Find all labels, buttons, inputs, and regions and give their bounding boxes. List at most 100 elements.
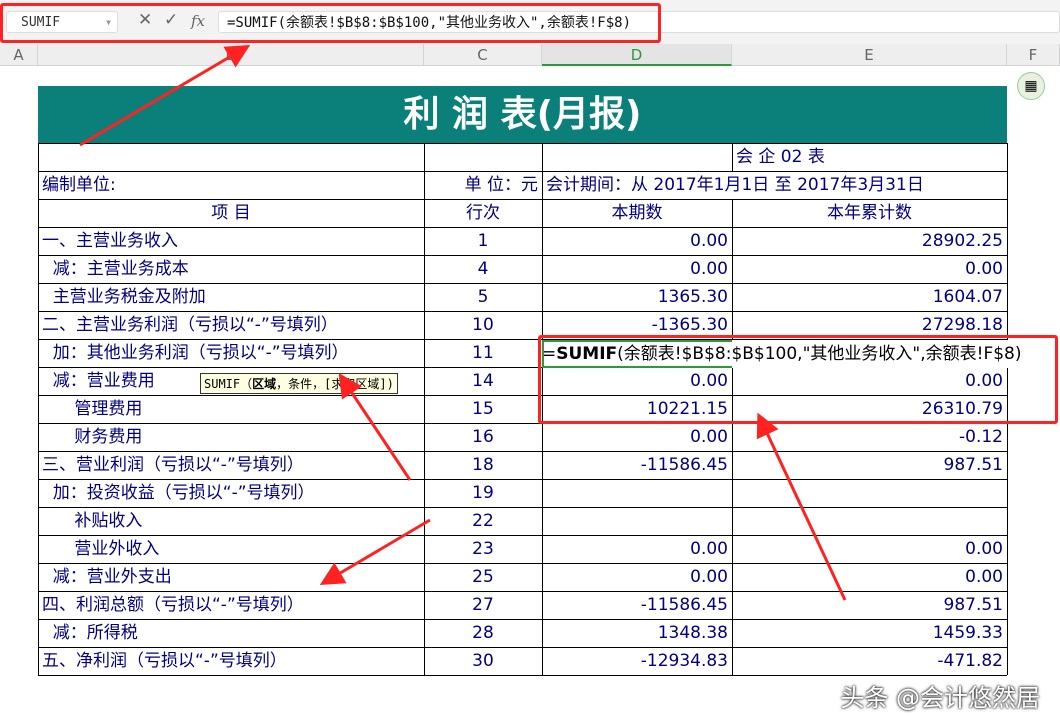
row-line[interactable]: 11: [472, 343, 494, 363]
arrow-to-row-11: [338, 373, 412, 481]
row-item[interactable]: 二、主营业务利润（亏损以“-”号填列）: [42, 315, 338, 335]
row-item[interactable]: 四、利润总额（亏损以“-”号填列）: [42, 595, 304, 615]
row-ytd[interactable]: 987.51: [943, 455, 1003, 475]
row-line[interactable]: 10: [472, 315, 494, 335]
row-current[interactable]: -11586.45: [640, 455, 728, 475]
gridline: [38, 451, 1007, 452]
gridline: [424, 143, 425, 675]
row-line[interactable]: 18: [472, 455, 494, 475]
gridline: [1007, 143, 1008, 675]
row-current[interactable]: -1365.30: [651, 315, 728, 335]
row-line[interactable]: 1: [477, 231, 489, 251]
eq: =: [542, 344, 557, 364]
row-current[interactable]: -12934.83: [640, 651, 728, 671]
gridline: [38, 563, 1007, 564]
row-ytd[interactable]: 28902.25: [921, 231, 1003, 251]
row-ytd[interactable]: 0.00: [965, 259, 1003, 279]
form-number[interactable]: 会 企 02 表: [736, 147, 825, 167]
row-line[interactable]: 23: [472, 539, 494, 559]
row-current[interactable]: 0.00: [690, 567, 728, 587]
row-line[interactable]: 14: [472, 371, 494, 391]
col-header-d[interactable]: D: [542, 44, 732, 66]
fx-icon[interactable]: fx: [191, 12, 206, 30]
row-ytd[interactable]: -471.82: [937, 651, 1003, 671]
smart-tag-icon[interactable]: ▦: [1017, 72, 1045, 100]
gridline: [38, 255, 1007, 256]
unit-label[interactable]: 编制单位:: [42, 175, 116, 195]
dropdown-icon[interactable]: ▼: [106, 18, 111, 27]
row-item[interactable]: 一、主营业务收入: [42, 231, 178, 251]
row-line[interactable]: 30: [472, 651, 494, 671]
name-box[interactable]: SUMIF ▼: [6, 11, 118, 33]
annotation-box-cell: [538, 335, 1058, 424]
func-name: SUMIF: [556, 344, 618, 364]
row-line[interactable]: 15: [472, 399, 494, 419]
editing-cell[interactable]: =SUMIF(余额表!$B$8:$B$100,"其他业务收入",余额表!F$8): [542, 340, 1060, 368]
row-item[interactable]: 减：主营业务成本: [42, 259, 189, 279]
header-0[interactable]: 项 目: [211, 203, 251, 223]
row-current[interactable]: -11586.45: [640, 595, 728, 615]
row-current[interactable]: 0.00: [690, 539, 728, 559]
row-current[interactable]: 0.00: [690, 427, 728, 447]
arrow-to-row-25: [319, 518, 431, 586]
row-item[interactable]: 减：营业费用: [42, 371, 155, 391]
row-current[interactable]: 0.00: [690, 259, 728, 279]
row-item[interactable]: 加：其他业务利润（亏损以“-”号填列）: [42, 343, 349, 363]
row-line[interactable]: 25: [472, 567, 494, 587]
active-cell-border: [542, 340, 732, 368]
row-item[interactable]: 加：投资收益（亏损以“-”号填列）: [42, 483, 315, 503]
row-current[interactable]: 0.00: [690, 231, 728, 251]
row-ytd[interactable]: 1459.33: [932, 623, 1003, 643]
row-ytd[interactable]: 0.00: [965, 539, 1003, 559]
gridline: [542, 143, 543, 675]
header-1[interactable]: 行次: [466, 203, 500, 223]
row-ytd[interactable]: 27298.18: [921, 315, 1003, 335]
row-item[interactable]: 减：营业外支出: [42, 567, 172, 587]
row-item[interactable]: 财务费用: [42, 427, 143, 447]
row-line[interactable]: 5: [477, 287, 489, 307]
row-line[interactable]: 22: [472, 511, 494, 531]
row-ytd[interactable]: 0.00: [965, 567, 1003, 587]
row-item[interactable]: 管理费用: [42, 399, 143, 419]
row-line[interactable]: 16: [472, 427, 494, 447]
gridline: [38, 479, 1007, 480]
row-ytd[interactable]: 0.00: [965, 371, 1003, 391]
gridline: [732, 199, 733, 675]
confirm-icon[interactable]: ✓: [164, 10, 179, 30]
row-ytd[interactable]: 1604.07: [932, 287, 1003, 307]
gridline: [38, 507, 1007, 508]
row-current[interactable]: 1365.30: [657, 287, 728, 307]
unit[interactable]: 单 位：元: [464, 175, 538, 195]
gridline: [38, 311, 1007, 312]
row-item[interactable]: 减：所得税: [42, 623, 138, 643]
tip-func: SUMIF（: [204, 377, 253, 391]
col-header-c[interactable]: C: [424, 44, 542, 66]
header-3[interactable]: 本年累计数: [827, 203, 912, 223]
arrow-to-formula-bar: [79, 44, 251, 147]
row-item[interactable]: 五、净利润（亏损以“-”号填列）: [42, 651, 287, 671]
row-ytd[interactable]: 987.51: [943, 595, 1003, 615]
period[interactable]: 会计期间：从 2017年1月1日 至 2017年3月31日: [546, 175, 924, 195]
row-line[interactable]: 19: [472, 483, 494, 503]
row-item[interactable]: 补贴收入: [42, 511, 143, 531]
gridline: [38, 395, 1007, 396]
header-2[interactable]: 本期数: [611, 203, 663, 223]
row-item[interactable]: 主营业务税金及附加: [42, 287, 206, 307]
row-current[interactable]: 1348.38: [657, 623, 728, 643]
row-ytd[interactable]: -0.12: [959, 427, 1003, 447]
tip-arg: 区域: [252, 377, 277, 391]
cancel-icon[interactable]: ✕: [138, 10, 153, 30]
row-current[interactable]: 10221.15: [646, 399, 728, 419]
row-line[interactable]: 28: [472, 623, 494, 643]
row-line[interactable]: 27: [472, 595, 494, 615]
col-header-e[interactable]: E: [732, 44, 1007, 66]
row-item[interactable]: 三、营业利润（亏损以“-”号填列）: [42, 455, 304, 475]
row-current[interactable]: 0.00: [690, 371, 728, 391]
row-line[interactable]: 4: [477, 259, 489, 279]
gridline: [38, 647, 1007, 648]
row-item[interactable]: 营业外收入: [42, 539, 160, 559]
row-ytd[interactable]: 26310.79: [921, 399, 1003, 419]
formula-input[interactable]: =SUMIF(余额表!$B$8:$B$100,"其他业务收入",余额表!F$8): [218, 11, 1060, 33]
col-header-a[interactable]: A: [0, 44, 38, 66]
